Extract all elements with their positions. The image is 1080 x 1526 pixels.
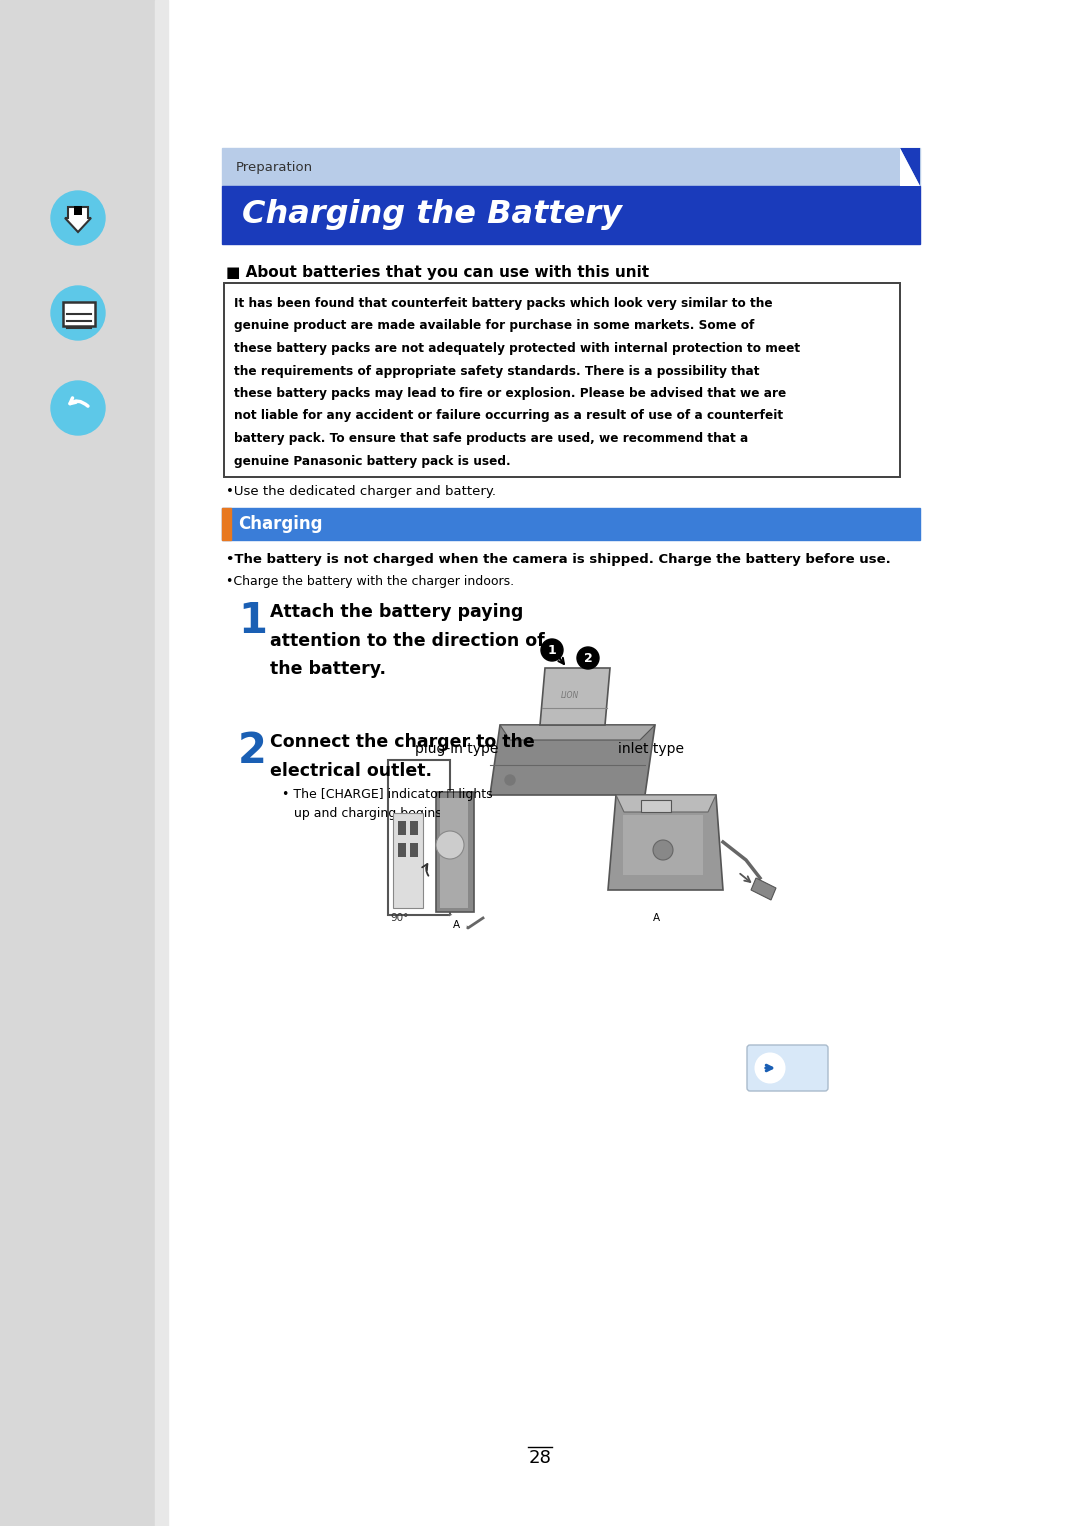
Bar bbox=[63, 302, 95, 327]
Polygon shape bbox=[65, 208, 91, 232]
Circle shape bbox=[653, 839, 673, 861]
Text: • The [CHARGE] indicator Ⓐ lights
   up and charging begins.: • The [CHARGE] indicator Ⓐ lights up and… bbox=[282, 787, 492, 819]
Bar bbox=[410, 821, 418, 835]
Circle shape bbox=[51, 382, 105, 435]
Text: 2: 2 bbox=[238, 729, 267, 772]
Text: ■ About batteries that you can use with this unit: ■ About batteries that you can use with … bbox=[226, 266, 649, 279]
Circle shape bbox=[51, 285, 105, 340]
Bar bbox=[75, 206, 82, 215]
Text: 90°: 90° bbox=[390, 913, 408, 923]
Bar bbox=[0, 0, 156, 1526]
Circle shape bbox=[436, 832, 464, 859]
Polygon shape bbox=[751, 877, 777, 900]
Bar bbox=[222, 508, 920, 540]
Text: Charging the Battery: Charging the Battery bbox=[242, 200, 622, 230]
Text: 2: 2 bbox=[583, 652, 592, 664]
Circle shape bbox=[577, 647, 599, 668]
Text: A: A bbox=[453, 920, 460, 929]
Circle shape bbox=[505, 775, 515, 784]
Text: Preparation: Preparation bbox=[237, 160, 313, 174]
Text: Charging: Charging bbox=[238, 514, 323, 533]
Text: LION: LION bbox=[561, 690, 579, 699]
Text: A: A bbox=[652, 913, 660, 923]
Polygon shape bbox=[500, 725, 654, 740]
Text: Attach the battery paying
attention to the direction of
the battery.: Attach the battery paying attention to t… bbox=[270, 603, 544, 678]
Bar bbox=[440, 798, 468, 908]
Text: •Use the dedicated charger and battery.: •Use the dedicated charger and battery. bbox=[226, 485, 496, 497]
Bar bbox=[399, 842, 406, 858]
Bar bbox=[436, 792, 474, 913]
Text: these battery packs may lead to fire or explosion. Please be advised that we are: these battery packs may lead to fire or … bbox=[234, 388, 786, 400]
Bar bbox=[642, 800, 671, 812]
Text: Connect the charger to the
electrical outlet.: Connect the charger to the electrical ou… bbox=[270, 732, 535, 780]
Text: genuine product are made available for purchase in some markets. Some of: genuine product are made available for p… bbox=[234, 319, 754, 333]
Circle shape bbox=[756, 1054, 784, 1082]
Bar bbox=[222, 148, 920, 186]
Bar bbox=[156, 0, 168, 1526]
Polygon shape bbox=[490, 725, 654, 795]
Bar bbox=[399, 821, 406, 835]
Bar bbox=[623, 815, 703, 874]
Text: 28: 28 bbox=[528, 1450, 552, 1466]
Polygon shape bbox=[900, 148, 920, 186]
Text: •Charge the battery with the charger indoors.: •Charge the battery with the charger ind… bbox=[226, 575, 514, 588]
Bar bbox=[224, 282, 900, 478]
Text: 1: 1 bbox=[238, 600, 267, 642]
Text: these battery packs are not adequately protected with internal protection to mee: these battery packs are not adequately p… bbox=[234, 342, 800, 356]
Bar bbox=[222, 508, 231, 540]
FancyBboxPatch shape bbox=[747, 1045, 828, 1091]
Polygon shape bbox=[616, 795, 716, 812]
Text: battery pack. To ensure that safe products are used, we recommend that a: battery pack. To ensure that safe produc… bbox=[234, 432, 748, 446]
Text: It has been found that counterfeit battery packs which look very similar to the: It has been found that counterfeit batte… bbox=[234, 298, 772, 310]
Bar bbox=[388, 760, 450, 916]
Circle shape bbox=[51, 191, 105, 246]
Text: the requirements of appropriate safety standards. There is a possibility that: the requirements of appropriate safety s… bbox=[234, 365, 759, 377]
Text: inlet type: inlet type bbox=[618, 742, 684, 755]
Text: not liable for any accident or failure occurring as a result of use of a counter: not liable for any accident or failure o… bbox=[234, 409, 783, 423]
Text: plug-in type: plug-in type bbox=[415, 742, 498, 755]
Bar bbox=[224, 282, 900, 478]
Circle shape bbox=[446, 916, 465, 935]
Polygon shape bbox=[608, 795, 723, 890]
Text: •The battery is not charged when the camera is shipped. Charge the battery befor: •The battery is not charged when the cam… bbox=[226, 552, 891, 566]
Polygon shape bbox=[900, 148, 920, 186]
Bar bbox=[222, 186, 920, 244]
Bar bbox=[410, 842, 418, 858]
Bar bbox=[393, 813, 423, 908]
Circle shape bbox=[646, 908, 666, 928]
Circle shape bbox=[541, 639, 563, 661]
Text: genuine Panasonic battery pack is used.: genuine Panasonic battery pack is used. bbox=[234, 455, 511, 467]
Text: 1: 1 bbox=[548, 644, 556, 656]
Polygon shape bbox=[540, 668, 610, 725]
